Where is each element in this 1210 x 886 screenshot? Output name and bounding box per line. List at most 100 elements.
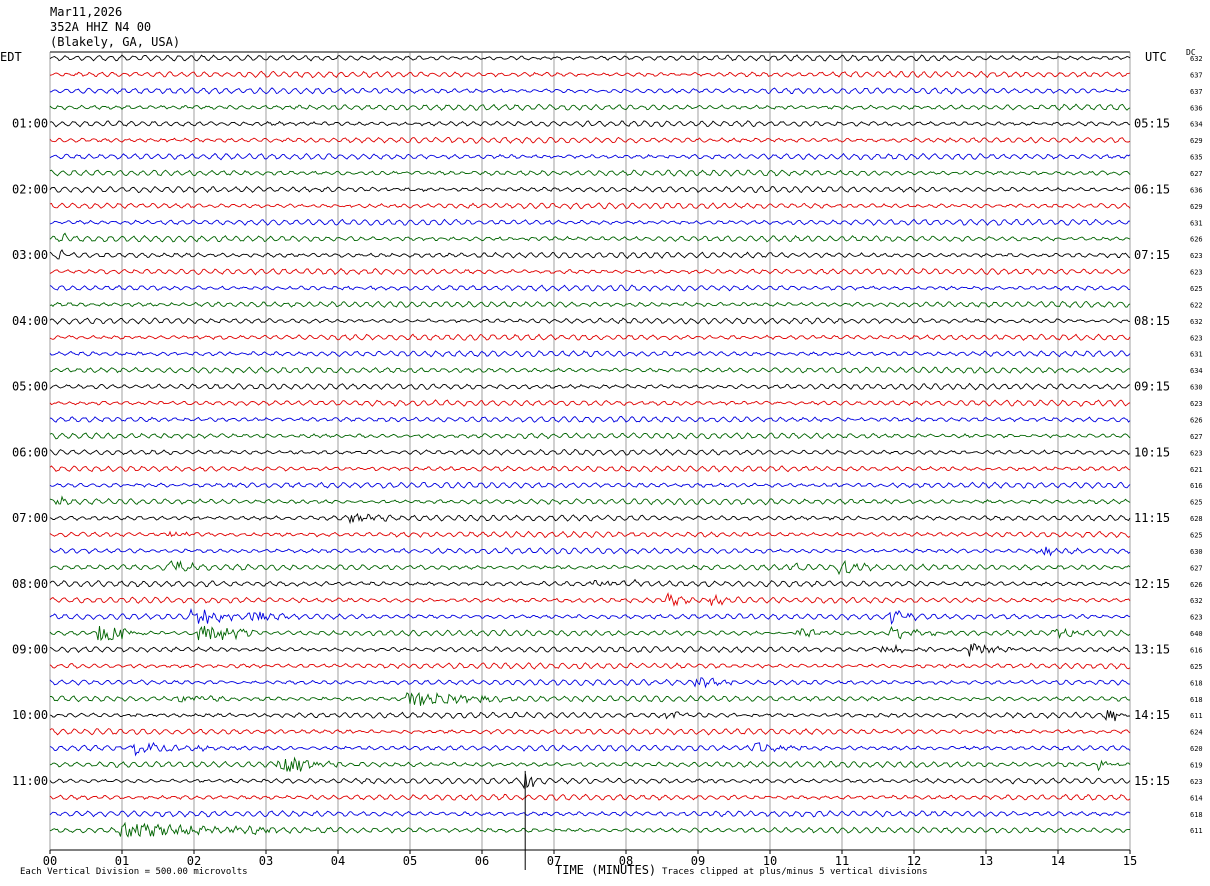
seismic-trace [49,793,1131,801]
x-tick-label: 00 [43,854,57,868]
seismic-trace [49,152,1131,161]
seismic-trace [49,249,1131,260]
dc-offset-label: 640 [1190,630,1203,638]
x-tick-label: 07 [547,854,561,868]
seismic-trace [49,300,1131,309]
right-hour-label: 08:15 [1134,314,1170,328]
right-hour-label: 10:15 [1134,445,1170,459]
dc-offset-label: 619 [1190,761,1203,769]
left-hour-label: 06:00 [12,445,48,459]
dc-offset-label: 630 [1190,384,1203,392]
x-tick-label: 01 [115,854,129,868]
seismic-trace [49,481,1131,489]
dc-offset-label: 616 [1190,646,1203,654]
seismic-trace [49,350,1131,358]
x-tick-label: 08 [619,854,633,868]
dc-offset-label: 627 [1190,433,1203,441]
dc-offset-label: 634 [1190,367,1203,375]
seismic-trace [49,512,1131,525]
left-hour-label: 01:00 [12,117,48,131]
dc-offset-label: 632 [1190,597,1203,605]
seismic-trace [49,103,1131,111]
seismic-traces [49,54,1131,870]
dc-offset-label: 626 [1190,581,1203,589]
dc-offset-label: 630 [1190,548,1203,556]
dc-offset-label: 625 [1190,531,1203,539]
seismic-trace [49,333,1131,341]
dc-offset-label: 621 [1190,466,1203,474]
seismic-trace [49,741,1131,757]
seismic-trace [49,625,1131,642]
seismic-trace [49,399,1131,407]
seismic-trace [49,546,1131,557]
seismic-trace [49,710,1130,722]
right-hour-label: 15:15 [1134,774,1170,788]
dc-offset-label: 626 [1190,416,1203,424]
dc-offset-label: 611 [1190,712,1203,720]
axis-labels: 632 637 637 636 634 629 635 627 636 629 631 626 623 6… [12,55,1203,868]
dc-offset-label: 628 [1190,515,1203,523]
seismic-trace [49,810,1131,818]
seismic-trace [49,415,1131,423]
dc-offset-label: 627 [1190,170,1203,178]
x-tick-label: 10 [763,854,777,868]
seismic-trace [49,185,1131,194]
seismic-trace [49,382,1131,391]
dc-offset-label: 625 [1190,499,1203,507]
x-axis-title: TIME (MINUTES) [555,863,657,877]
dc-offset-label: 618 [1190,696,1203,704]
dc-offset-label: 631 [1190,351,1203,359]
seismic-trace [49,136,1131,144]
dc-offset-label: 632 [1190,55,1203,63]
left-hour-label: 03:00 [12,248,48,262]
dc-offset-label: 636 [1190,186,1203,194]
dc-offset-label: 627 [1190,564,1203,572]
x-tick-label: 04 [331,854,345,868]
seismic-trace [49,608,1131,625]
left-hour-label: 04:00 [12,314,48,328]
x-tick-label: 11 [835,854,849,868]
seismic-trace [49,432,1131,440]
dc-offset-label: 611 [1190,827,1203,835]
seismic-trace [49,54,1131,62]
right-hour-label: 12:15 [1134,577,1170,591]
minute-grid [49,51,1131,854]
dc-offset-label: 622 [1190,301,1203,309]
dc-offset-label: 626 [1190,236,1203,244]
header-date: Mar11,2026 [50,5,123,19]
left-hour-label: 10:00 [12,708,48,722]
left-timezone-label: EDT [0,50,22,64]
x-tick-label: 06 [475,854,489,868]
x-tick-label: 02 [187,854,201,868]
seismic-trace [49,284,1130,292]
seismic-trace [49,232,1131,243]
dc-offset-label: 623 [1190,252,1203,260]
x-tick-label: 05 [403,854,417,868]
seismic-trace [49,448,1131,457]
seismic-trace [49,317,1131,325]
left-hour-label: 11:00 [12,774,48,788]
dc-offset-label: 637 [1190,71,1203,79]
dc-offset-label: 625 [1190,663,1203,671]
dc-offset-label: 623 [1190,614,1203,622]
scale-note: Each Vertical Division = 500.00 microvol… [20,867,248,877]
dc-offset-label: 631 [1190,219,1203,227]
dc-offset-label: 616 [1190,482,1203,490]
dc-offset-label: 618 [1190,811,1203,819]
seismic-trace [49,756,1131,772]
right-hour-label: 14:15 [1134,708,1170,722]
seismic-trace [49,169,1131,177]
right-timezone-label: UTC [1145,50,1167,64]
right-hour-label: 07:15 [1134,248,1170,262]
seismic-trace [49,495,1131,506]
dc-offset-label: 632 [1190,318,1203,326]
dc-offset-label: 629 [1190,137,1203,145]
dc-offset-label: 618 [1190,679,1203,687]
x-tick-label: 12 [907,854,921,868]
seismic-trace [49,120,1131,128]
dc-offset-label: 634 [1190,121,1203,129]
dc-offset-label: 620 [1190,745,1203,753]
seismic-trace [49,86,1131,95]
dc-offset-label: 623 [1190,778,1203,786]
